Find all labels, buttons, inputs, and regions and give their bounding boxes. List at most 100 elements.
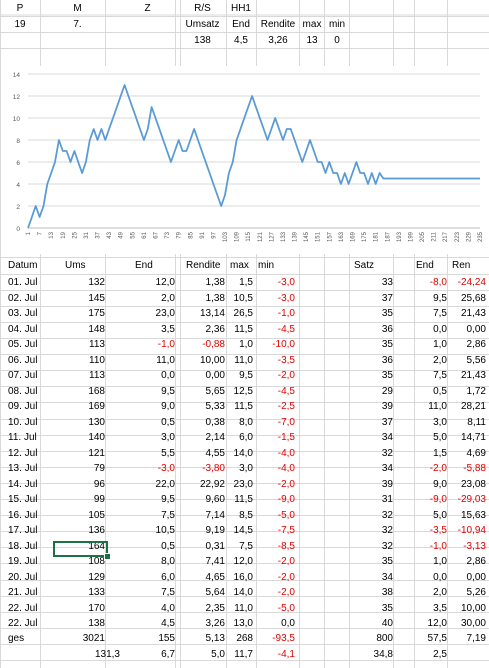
- cell-ren[interactable]: 8,11: [467, 416, 486, 428]
- sub-value-max[interactable]: 13: [306, 35, 318, 46]
- cell-rendite[interactable]: 0,38: [205, 416, 225, 428]
- cell-min[interactable]: -3,0: [277, 292, 295, 304]
- cell-satz[interactable]: 39: [381, 478, 393, 490]
- col-header-datum[interactable]: Datum: [8, 260, 38, 271]
- cell-end2[interactable]: 0,0: [433, 323, 447, 335]
- cell-satz[interactable]: 35: [381, 308, 393, 319]
- cell-ren[interactable]: 25,68: [460, 292, 486, 304]
- cell-max[interactable]: 3,0: [239, 463, 253, 474]
- cell-satz[interactable]: 35: [381, 556, 393, 567]
- cell-end2[interactable]: 7,5: [433, 370, 447, 381]
- sub-label-max[interactable]: max: [302, 19, 322, 30]
- cell-ren[interactable]: 5,56: [466, 354, 486, 366]
- cell-max[interactable]: 11,5: [234, 323, 253, 335]
- totals-satz[interactable]: 800: [376, 633, 393, 644]
- col-header-ren[interactable]: Ren: [452, 260, 471, 271]
- cell-end2[interactable]: 2,0: [433, 354, 447, 366]
- cell-ren[interactable]: 14,71: [460, 432, 486, 443]
- cell-ren[interactable]: 30,00: [460, 618, 486, 629]
- cell-ren[interactable]: -3,13: [463, 540, 486, 552]
- cell-end2[interactable]: 11,0: [428, 401, 447, 412]
- cell-end[interactable]: -1,0: [157, 339, 175, 350]
- cell-min[interactable]: -2,5: [277, 401, 295, 412]
- avg-min[interactable]: -4,1: [277, 649, 295, 660]
- cell-min[interactable]: -7,0: [277, 416, 295, 428]
- cell-end[interactable]: 11,0: [156, 354, 175, 366]
- sub-label-min[interactable]: min: [328, 19, 346, 30]
- cell-satz[interactable]: 32: [381, 540, 393, 552]
- cell-satz[interactable]: 37: [381, 416, 393, 428]
- cell-ren[interactable]: 15,63: [460, 509, 486, 521]
- cell-rendite[interactable]: 1,38: [205, 292, 225, 304]
- cell-rendite[interactable]: 22,92: [199, 478, 225, 490]
- cell-min[interactable]: 0,0: [281, 618, 295, 629]
- cell-ums[interactable]: 168: [88, 385, 105, 397]
- cell-satz[interactable]: 36: [381, 354, 393, 366]
- cell-ren[interactable]: 10,00: [460, 602, 486, 614]
- cell-rendite[interactable]: -0,88: [202, 339, 225, 350]
- cell-end2[interactable]: 3,5: [433, 602, 447, 614]
- cell-max[interactable]: 14,5: [233, 525, 253, 536]
- cell-rendite[interactable]: 10,00: [199, 354, 225, 366]
- cell-end[interactable]: 9,5: [161, 494, 175, 505]
- cell-ren[interactable]: 21,43: [460, 370, 486, 381]
- cell-end[interactable]: 8,0: [161, 556, 175, 567]
- totals-end2[interactable]: 57,5: [427, 633, 447, 644]
- cell-ums[interactable]: 113: [89, 339, 105, 350]
- cell-max[interactable]: 11,0: [234, 602, 253, 614]
- cell-max[interactable]: 23,0: [233, 478, 253, 490]
- cell-end[interactable]: 6,0: [161, 571, 175, 583]
- header-label-p[interactable]: P: [16, 3, 24, 14]
- cell-min[interactable]: -9,0: [277, 494, 295, 505]
- cell-datum[interactable]: 06. Jul: [8, 354, 38, 366]
- cell-max[interactable]: 12,0: [233, 556, 253, 567]
- cell-rendite[interactable]: 1,38: [205, 277, 225, 288]
- cell-ums[interactable]: 130: [88, 416, 105, 428]
- cell-ren[interactable]: 1,72: [466, 385, 486, 397]
- cell-satz[interactable]: 34: [381, 571, 393, 583]
- cell-rendite[interactable]: 4,55: [205, 447, 225, 459]
- cell-rendite[interactable]: 0,31: [205, 540, 225, 552]
- cell-end2[interactable]: 1,0: [433, 339, 447, 350]
- cell-ums[interactable]: 105: [88, 509, 105, 521]
- cell-max[interactable]: 1,5: [239, 277, 253, 288]
- cell-max[interactable]: 10,5: [233, 292, 253, 304]
- cell-end[interactable]: 9,5: [161, 385, 175, 397]
- cell-rendite[interactable]: 7,41: [205, 556, 225, 567]
- cell-end[interactable]: 4,0: [161, 602, 175, 614]
- sub-value-min[interactable]: 0: [334, 35, 340, 46]
- cell-min[interactable]: -4,5: [277, 385, 295, 397]
- cell-datum[interactable]: 13. Jul: [8, 463, 38, 474]
- cell-datum[interactable]: 12. Jul: [8, 447, 38, 459]
- avg-rendite[interactable]: 5,0: [211, 649, 225, 660]
- cell-end[interactable]: 5,5: [161, 447, 175, 459]
- cell-rendite[interactable]: 3,26: [205, 618, 225, 629]
- header-label-hh1[interactable]: HH1: [230, 3, 251, 14]
- cell-datum[interactable]: 22. Jul: [8, 618, 38, 629]
- totals-label[interactable]: ges: [8, 633, 25, 644]
- sub-label-umsatz[interactable]: Umsatz: [185, 19, 220, 30]
- totals-ums[interactable]: 3021: [82, 633, 105, 644]
- col-header-end[interactable]: End: [135, 260, 153, 271]
- cell-min[interactable]: -8,5: [277, 540, 295, 552]
- cell-min[interactable]: -7,5: [277, 525, 295, 536]
- cell-ren[interactable]: -5,88: [463, 463, 486, 474]
- cell-satz[interactable]: 35: [381, 370, 393, 381]
- cell-end2[interactable]: 3,0: [433, 416, 447, 428]
- cell-satz[interactable]: 32: [381, 525, 393, 536]
- cell-ren[interactable]: 2,86: [466, 339, 486, 350]
- cell-min[interactable]: -1,0: [277, 308, 295, 319]
- totals-ren[interactable]: 7,19: [466, 633, 486, 644]
- cell-datum[interactable]: 04. Jul: [8, 323, 38, 335]
- header-label-rs[interactable]: R/S: [194, 3, 211, 14]
- cell-end[interactable]: 10,5: [155, 525, 175, 536]
- cell-satz[interactable]: 32: [381, 447, 393, 459]
- col-header-min[interactable]: min: [258, 260, 275, 271]
- cell-ren[interactable]: 2,86: [466, 556, 486, 567]
- cell-rendite[interactable]: 5,65: [205, 385, 225, 397]
- cell-end2[interactable]: 9,5: [433, 292, 447, 304]
- cell-end2[interactable]: -1,0: [429, 540, 447, 552]
- cell-datum[interactable]: 19. Jul: [8, 556, 38, 567]
- header-label-m[interactable]: M: [73, 3, 82, 14]
- cell-satz[interactable]: 32: [381, 509, 393, 521]
